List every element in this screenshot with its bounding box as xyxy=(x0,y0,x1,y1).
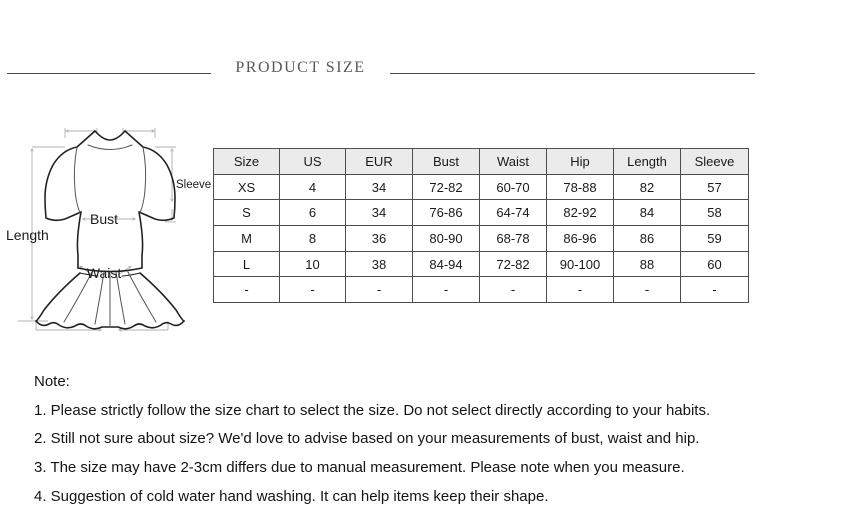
svg-text:Length: Length xyxy=(6,227,49,243)
svg-text:Bust: Bust xyxy=(90,211,118,227)
svg-text:Waist: Waist xyxy=(87,265,122,281)
svg-text:Sleeve: Sleeve xyxy=(176,179,211,191)
